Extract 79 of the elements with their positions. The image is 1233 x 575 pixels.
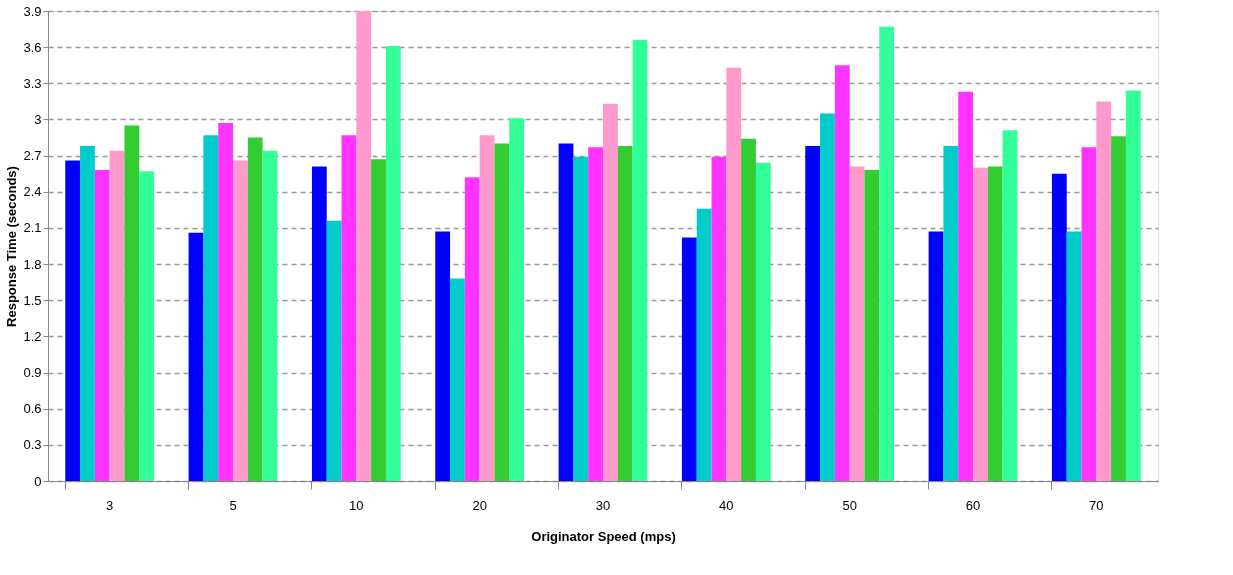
y-tick-label: 3.9 xyxy=(23,3,42,19)
x-tick-label: 20 xyxy=(472,497,487,513)
y-tick-label: 3 xyxy=(34,111,42,127)
bar xyxy=(494,143,510,481)
bar xyxy=(928,231,944,481)
bar xyxy=(711,156,727,481)
bar xyxy=(1111,136,1126,481)
x-tick-label: 30 xyxy=(595,497,611,513)
x-tick-label: 10 xyxy=(349,497,364,513)
bar xyxy=(109,150,125,481)
bar xyxy=(1096,101,1112,481)
bar xyxy=(247,137,263,481)
bar xyxy=(385,45,401,481)
bar xyxy=(356,11,372,481)
bar xyxy=(1002,130,1018,481)
bar xyxy=(958,91,973,481)
y-tick-label: 0.6 xyxy=(23,401,42,417)
y-tick-label: 0 xyxy=(34,473,42,489)
bar xyxy=(1051,173,1067,481)
bar xyxy=(1125,90,1141,481)
y-tick-label: 1.2 xyxy=(23,328,42,344)
x-tick-label: 50 xyxy=(842,497,857,513)
y-tick-label: 3.6 xyxy=(23,39,42,55)
x-tick-label: 40 xyxy=(719,497,734,513)
bar xyxy=(139,171,155,481)
bar xyxy=(65,160,81,481)
bar xyxy=(973,167,988,481)
bar xyxy=(479,135,495,481)
bar xyxy=(741,138,756,481)
bar xyxy=(879,26,895,481)
y-tick-label: 0.9 xyxy=(23,365,42,381)
bar xyxy=(435,231,451,481)
bar xyxy=(987,166,1003,481)
bar xyxy=(1066,231,1082,481)
bar xyxy=(849,166,865,481)
x-tick-label: 70 xyxy=(1089,497,1104,513)
x-tick-label: 60 xyxy=(965,497,981,513)
bar xyxy=(632,39,648,481)
bar xyxy=(834,65,850,481)
bar xyxy=(233,160,248,481)
bar xyxy=(943,145,959,481)
bar xyxy=(588,147,603,481)
x-tick-label: 5 xyxy=(229,497,237,513)
bar xyxy=(450,278,465,481)
bar xyxy=(311,166,327,481)
bar xyxy=(80,145,95,481)
bar xyxy=(341,135,357,481)
bar xyxy=(603,103,618,481)
bar xyxy=(326,220,342,481)
y-tick-label: 1.8 xyxy=(23,256,42,272)
bar xyxy=(681,237,697,481)
y-tick-label: 2.7 xyxy=(23,148,42,164)
y-axis-title: Response Time (seconds) xyxy=(4,166,20,327)
bar xyxy=(617,145,633,481)
bar xyxy=(696,208,712,481)
bar xyxy=(464,177,480,481)
bar xyxy=(864,170,880,481)
x-tick-label: 3 xyxy=(106,497,114,513)
bar xyxy=(805,145,821,481)
bar xyxy=(371,159,386,481)
y-tick-label: 2.4 xyxy=(23,184,42,200)
bar xyxy=(573,156,589,481)
y-tick-label: 2.1 xyxy=(23,220,42,236)
bar xyxy=(1081,147,1097,481)
y-tick-label: 3.3 xyxy=(23,75,42,91)
y-tick-label: 0.3 xyxy=(23,437,42,453)
bar xyxy=(558,143,574,481)
bar xyxy=(94,170,110,481)
bar xyxy=(218,123,233,481)
bar xyxy=(262,150,278,481)
bar xyxy=(188,232,204,481)
bar xyxy=(124,125,140,481)
y-tick-label: 1.5 xyxy=(23,292,42,308)
bar xyxy=(509,118,525,481)
bar xyxy=(203,135,219,481)
bar xyxy=(726,67,742,481)
bar xyxy=(755,162,771,481)
bar xyxy=(820,113,835,481)
x-axis-title: Originator Speed (mps) xyxy=(531,528,676,544)
